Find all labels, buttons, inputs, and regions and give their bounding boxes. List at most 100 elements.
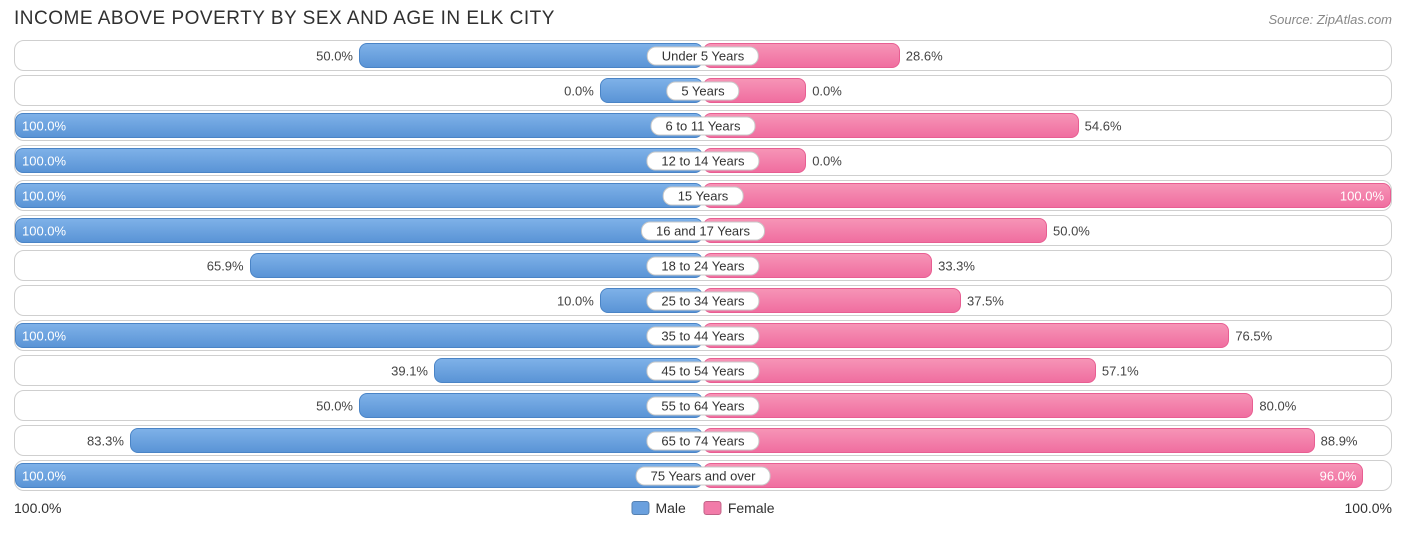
source-label: Source: ZipAtlas.com bbox=[1268, 12, 1392, 27]
female-half: 0.0% bbox=[703, 76, 1391, 105]
male-value-label: 65.9% bbox=[207, 258, 244, 273]
male-half: 100.0% bbox=[15, 181, 703, 210]
male-bar: 100.0% bbox=[15, 218, 703, 243]
male-value-label: 39.1% bbox=[391, 363, 428, 378]
male-half: 50.0% bbox=[15, 41, 703, 70]
chart-row: 100.0% 54.6% 6 to 11 Years bbox=[14, 110, 1392, 141]
female-half: 28.6% bbox=[703, 41, 1391, 70]
female-value-label: 57.1% bbox=[1102, 363, 1139, 378]
female-half: 88.9% bbox=[703, 426, 1391, 455]
category-label: 55 to 64 Years bbox=[646, 396, 759, 415]
male-bar bbox=[250, 253, 703, 278]
female-bar bbox=[703, 428, 1315, 453]
diverging-bar-chart: 50.0% 28.6% Under 5 Years 0.0% 0.0% 5 Years 10… bbox=[14, 40, 1392, 491]
male-value-label: 10.0% bbox=[557, 293, 594, 308]
female-value-label: 0.0% bbox=[812, 153, 842, 168]
female-bar bbox=[703, 113, 1079, 138]
male-half: 10.0% bbox=[15, 286, 703, 315]
category-label: 65 to 74 Years bbox=[646, 431, 759, 450]
category-label: 75 Years and over bbox=[636, 466, 771, 485]
male-half: 0.0% bbox=[15, 76, 703, 105]
male-bar: 100.0% bbox=[15, 463, 703, 488]
male-half: 39.1% bbox=[15, 356, 703, 385]
female-half: 50.0% bbox=[703, 216, 1391, 245]
female-value-label: 80.0% bbox=[1259, 398, 1296, 413]
male-value-label: 100.0% bbox=[22, 118, 66, 133]
legend-male-label: Male bbox=[655, 500, 685, 516]
chart-footer: 100.0% Male Female 100.0% bbox=[14, 497, 1392, 519]
female-value-label: 54.6% bbox=[1085, 118, 1122, 133]
male-half: 83.3% bbox=[15, 426, 703, 455]
female-bar: 96.0% bbox=[703, 463, 1363, 488]
chart-row: 83.3% 88.9% 65 to 74 Years bbox=[14, 425, 1392, 456]
female-half: 33.3% bbox=[703, 251, 1391, 280]
female-value-label: 33.3% bbox=[938, 258, 975, 273]
female-half: 80.0% bbox=[703, 391, 1391, 420]
category-label: 12 to 14 Years bbox=[646, 151, 759, 170]
category-label: 5 Years bbox=[666, 81, 739, 100]
legend-item-female: Female bbox=[704, 500, 775, 516]
female-value-label: 50.0% bbox=[1053, 223, 1090, 238]
male-half: 100.0% bbox=[15, 146, 703, 175]
chart-row: 65.9%33.3%18 to 24 Years bbox=[14, 250, 1392, 281]
male-half: 100.0% bbox=[15, 111, 703, 140]
male-value-label: 100.0% bbox=[22, 223, 66, 238]
male-half: 100.0% bbox=[15, 321, 703, 350]
female-half: 96.0% bbox=[703, 461, 1391, 490]
legend-female-label: Female bbox=[728, 500, 775, 516]
female-value-label: 28.6% bbox=[906, 48, 943, 63]
chart-row: 39.1%57.1%45 to 54 Years bbox=[14, 355, 1392, 386]
male-value-label: 100.0% bbox=[22, 328, 66, 343]
male-value-label: 100.0% bbox=[22, 153, 66, 168]
category-label: 15 Years bbox=[663, 186, 744, 205]
female-bar bbox=[703, 393, 1253, 418]
chart-row: 100.0%96.0%75 Years and over bbox=[14, 460, 1392, 491]
chart-row: 100.0% 100.0% 15 Years bbox=[14, 180, 1392, 211]
chart-row: 50.0% 80.0% 55 to 64 Years bbox=[14, 390, 1392, 421]
male-value-label: 100.0% bbox=[22, 188, 66, 203]
category-label: Under 5 Years bbox=[647, 46, 759, 65]
male-half: 100.0% bbox=[15, 216, 703, 245]
female-half: 76.5% bbox=[703, 321, 1391, 350]
male-swatch-icon bbox=[631, 501, 649, 515]
male-bar: 100.0% bbox=[15, 183, 703, 208]
category-label: 35 to 44 Years bbox=[646, 326, 759, 345]
female-half: 37.5% bbox=[703, 286, 1391, 315]
male-value-label: 50.0% bbox=[316, 398, 353, 413]
female-swatch-icon bbox=[704, 501, 722, 515]
female-half: 0.0% bbox=[703, 146, 1391, 175]
female-bar bbox=[703, 358, 1096, 383]
female-value-label: 88.9% bbox=[1321, 433, 1358, 448]
category-label: 6 to 11 Years bbox=[651, 116, 756, 135]
legend: Male Female bbox=[631, 500, 774, 516]
female-half: 100.0% bbox=[703, 181, 1391, 210]
chart-row: 100.0% 50.0% 16 and 17 Years bbox=[14, 215, 1392, 246]
male-half: 65.9% bbox=[15, 251, 703, 280]
male-half: 100.0% bbox=[15, 461, 703, 490]
male-bar: 100.0% bbox=[15, 323, 703, 348]
category-label: 25 to 34 Years bbox=[646, 291, 759, 310]
male-half: 50.0% bbox=[15, 391, 703, 420]
chart-row: 0.0% 0.0% 5 Years bbox=[14, 75, 1392, 106]
female-half: 57.1% bbox=[703, 356, 1391, 385]
chart-row: 100.0% 0.0% 12 to 14 Years bbox=[14, 145, 1392, 176]
female-value-label: 100.0% bbox=[1340, 188, 1384, 203]
male-bar bbox=[130, 428, 703, 453]
chart-container: INCOME ABOVE POVERTY BY SEX AND AGE IN E… bbox=[0, 0, 1406, 529]
legend-item-male: Male bbox=[631, 500, 685, 516]
chart-row: 100.0% 76.5% 35 to 44 Years bbox=[14, 320, 1392, 351]
header: INCOME ABOVE POVERTY BY SEX AND AGE IN E… bbox=[14, 8, 1392, 30]
male-bar: 100.0% bbox=[15, 113, 703, 138]
female-value-label: 76.5% bbox=[1235, 328, 1272, 343]
female-half: 54.6% bbox=[703, 111, 1391, 140]
male-value-label: 0.0% bbox=[564, 83, 594, 98]
category-label: 16 and 17 Years bbox=[641, 221, 765, 240]
axis-left-label: 100.0% bbox=[14, 500, 61, 516]
female-value-label: 37.5% bbox=[967, 293, 1004, 308]
male-bar: 100.0% bbox=[15, 148, 703, 173]
chart-row: 50.0% 28.6% Under 5 Years bbox=[14, 40, 1392, 71]
axis-right-label: 100.0% bbox=[1345, 500, 1392, 516]
male-value-label: 50.0% bbox=[316, 48, 353, 63]
chart-row: 10.0% 37.5% 25 to 34 Years bbox=[14, 285, 1392, 316]
female-value-label: 0.0% bbox=[812, 83, 842, 98]
